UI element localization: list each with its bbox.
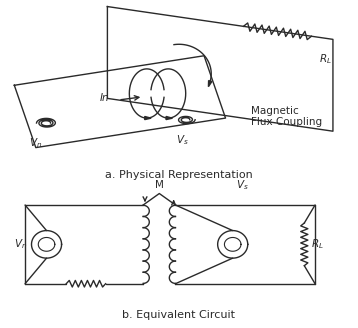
Text: a. Physical Representation: a. Physical Representation xyxy=(105,171,253,180)
Text: M: M xyxy=(155,180,164,190)
Text: $R_L$: $R_L$ xyxy=(319,52,332,66)
Text: $V_s$: $V_s$ xyxy=(236,178,249,192)
Text: $R_L$: $R_L$ xyxy=(311,237,324,251)
Text: b. Equivalent Circuit: b. Equivalent Circuit xyxy=(122,310,236,320)
Text: Magnetic
Flux Coupling: Magnetic Flux Coupling xyxy=(251,106,322,127)
Polygon shape xyxy=(208,81,212,87)
Text: $V_n$: $V_n$ xyxy=(29,136,42,150)
Polygon shape xyxy=(145,116,151,120)
Polygon shape xyxy=(166,116,173,120)
Text: $V_s$: $V_s$ xyxy=(176,133,189,147)
Text: $V_n$: $V_n$ xyxy=(14,237,27,251)
Text: In: In xyxy=(100,93,109,103)
